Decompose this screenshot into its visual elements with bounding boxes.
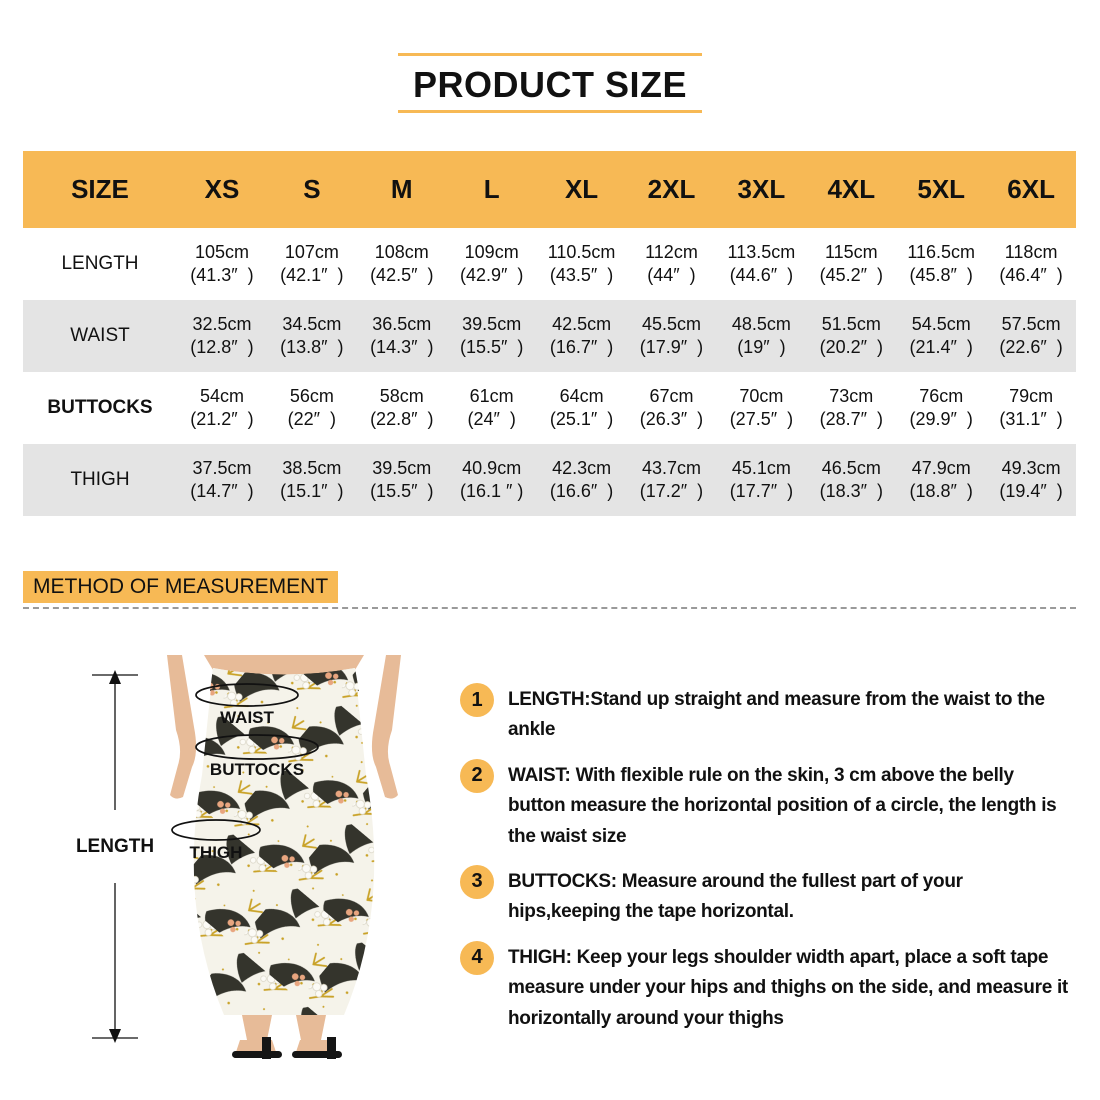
svg-text:LENGTH: LENGTH — [76, 836, 154, 857]
svg-text:BUTTOCKS: BUTTOCKS — [210, 760, 304, 779]
svg-text:WAIST: WAIST — [220, 708, 274, 727]
svg-text:THIGH: THIGH — [190, 843, 243, 862]
